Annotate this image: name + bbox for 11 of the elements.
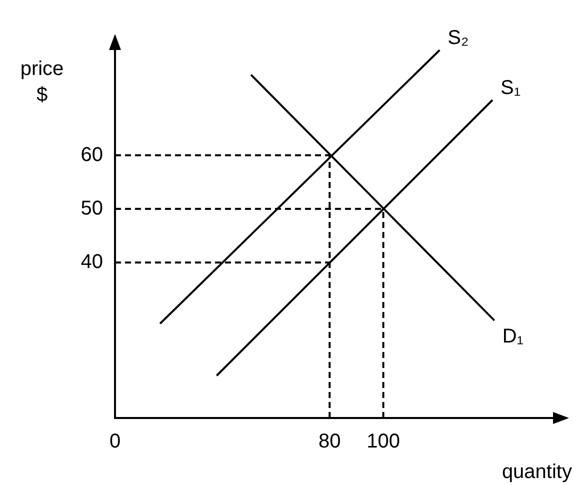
x-tick-label: 100 [366,430,400,453]
series-label: D₁ [502,325,524,348]
y-tick-label: 60 [80,144,103,166]
y-axis-title: price $ [20,58,64,106]
x-axis-title: quantity [502,461,572,483]
y-tick-label: 50 [80,197,103,220]
series-label: S₂ [448,27,469,50]
y-tick-label: 40 [80,251,103,274]
x-tick-label: 80 [318,430,341,453]
series-label: S₁ [500,77,521,100]
x-tick-label: 0 [109,430,121,453]
